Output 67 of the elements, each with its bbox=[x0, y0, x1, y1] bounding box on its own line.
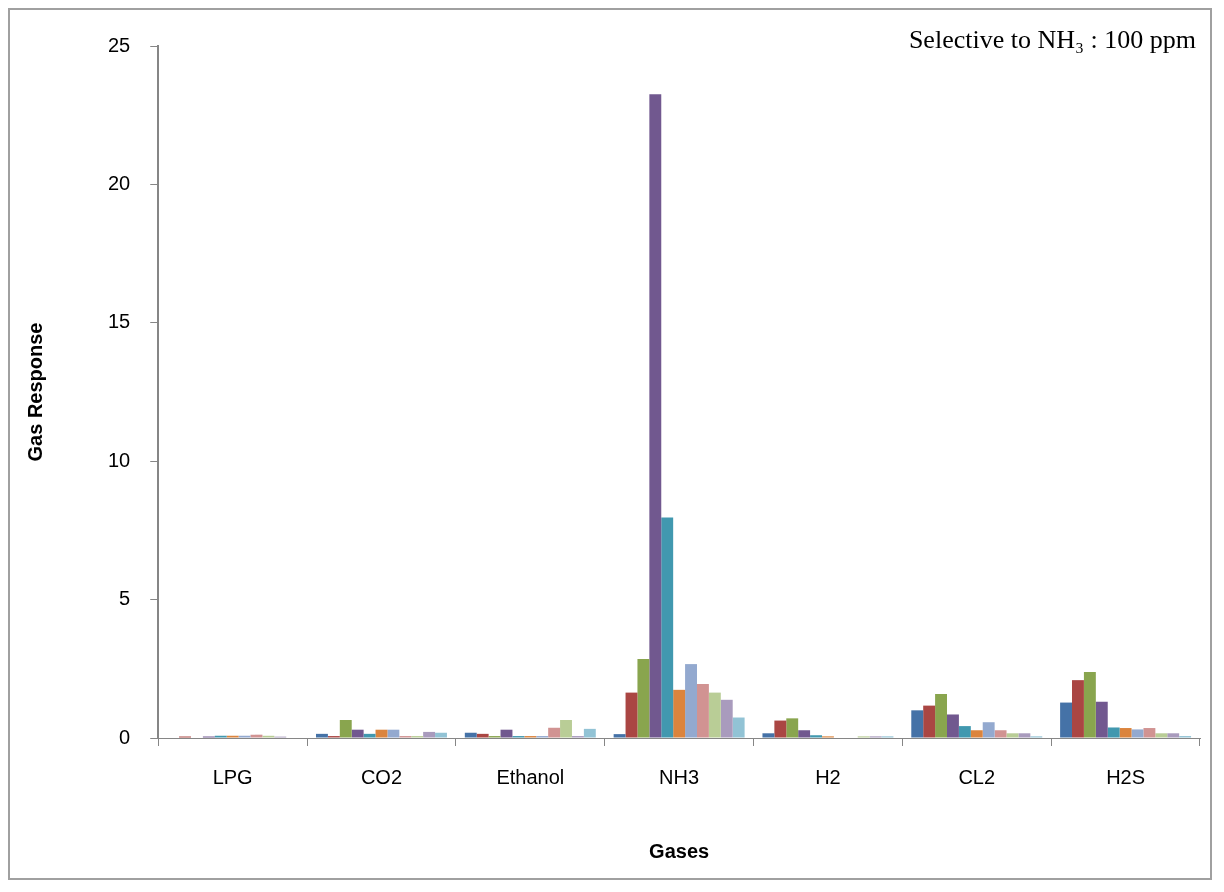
x-tick-label: CL2 bbox=[958, 765, 996, 788]
bar bbox=[696, 684, 709, 738]
bar bbox=[500, 729, 513, 738]
bar bbox=[923, 705, 936, 738]
bar bbox=[1167, 733, 1180, 738]
bar bbox=[661, 517, 674, 738]
bar bbox=[685, 664, 697, 738]
bar bbox=[1095, 701, 1108, 738]
bar bbox=[1143, 728, 1156, 738]
bar bbox=[1083, 672, 1096, 738]
bar bbox=[708, 692, 721, 738]
bar bbox=[720, 699, 733, 738]
bar bbox=[911, 710, 924, 738]
bar bbox=[387, 729, 400, 738]
bar bbox=[774, 720, 787, 738]
bar bbox=[947, 714, 959, 738]
bar bbox=[1006, 733, 1019, 738]
bar bbox=[1018, 733, 1031, 738]
bar bbox=[583, 728, 596, 738]
bar bbox=[375, 729, 388, 738]
bar bbox=[786, 718, 799, 738]
x-tick-label: NH3 bbox=[659, 765, 700, 788]
bar bbox=[1060, 702, 1073, 738]
bar bbox=[316, 733, 328, 738]
bar bbox=[994, 730, 1007, 738]
bar bbox=[1107, 727, 1120, 738]
bar bbox=[613, 734, 626, 738]
x-axis-title: Gases bbox=[649, 839, 710, 862]
bar bbox=[798, 730, 811, 738]
x-tick-label: Ethanol bbox=[496, 765, 565, 788]
bar bbox=[1155, 733, 1168, 738]
annotation: Selective to NH₃ : 100 ppm bbox=[908, 24, 1196, 54]
x-tick-label: H2S bbox=[1106, 765, 1146, 788]
bar bbox=[1072, 680, 1084, 738]
bar bbox=[339, 720, 352, 738]
bar bbox=[649, 94, 662, 738]
bar bbox=[958, 726, 971, 738]
y-axis-title: Gas Response bbox=[23, 322, 46, 462]
bar bbox=[970, 730, 983, 738]
bar bbox=[810, 735, 822, 738]
bar bbox=[363, 733, 376, 738]
y-tick-label: 25 bbox=[108, 33, 131, 56]
bar bbox=[423, 731, 436, 738]
y-tick-label: 10 bbox=[108, 448, 131, 471]
x-tick-label: H2 bbox=[815, 765, 841, 788]
bar bbox=[673, 689, 686, 738]
bar bbox=[637, 659, 650, 738]
bar bbox=[548, 727, 561, 738]
bar bbox=[464, 732, 477, 738]
bar bbox=[732, 717, 745, 738]
y-tick-label: 0 bbox=[119, 725, 131, 748]
bar bbox=[982, 722, 995, 738]
bar bbox=[476, 733, 489, 738]
bar bbox=[1131, 729, 1144, 738]
bar bbox=[762, 733, 775, 738]
y-tick-label: 15 bbox=[108, 310, 131, 333]
bar bbox=[351, 729, 364, 738]
bar bbox=[435, 732, 447, 738]
x-tick-label: LPG bbox=[212, 765, 253, 788]
bar bbox=[935, 693, 947, 738]
y-tick-label: 20 bbox=[108, 171, 131, 194]
bar bbox=[1119, 728, 1132, 738]
bar bbox=[625, 692, 638, 738]
y-tick-label: 5 bbox=[119, 587, 131, 610]
bar bbox=[560, 720, 572, 738]
x-tick-label: CO2 bbox=[360, 765, 403, 788]
bar bbox=[250, 734, 263, 738]
